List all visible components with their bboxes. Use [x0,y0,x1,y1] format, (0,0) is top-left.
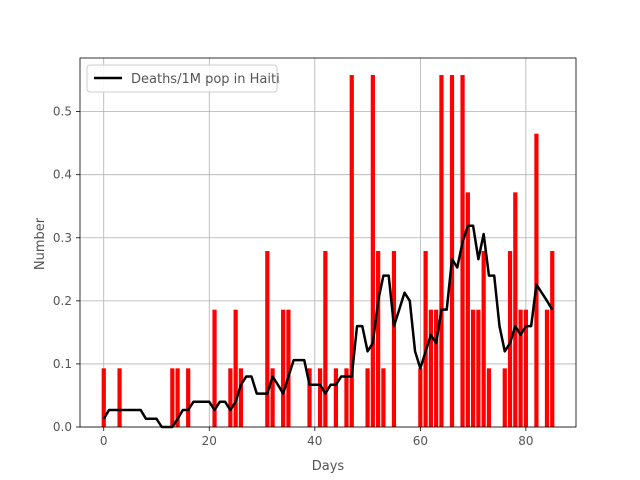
bar [365,368,370,427]
bar [117,368,122,427]
bar [270,368,275,427]
bar [381,368,386,427]
bar [175,368,180,427]
bar [370,75,375,428]
bar [502,368,507,427]
x-tick-label: 60 [413,434,428,448]
bar [307,368,312,427]
bar [449,75,455,428]
bar [476,309,481,427]
bar [544,309,550,427]
y-tick-label: 0.1 [53,357,72,371]
bar [434,309,439,427]
y-tick-label: 0.4 [53,168,72,182]
bar [228,368,233,427]
bar [238,368,244,427]
bar [470,309,476,427]
y-axis-label: Number [33,217,48,270]
legend-box [86,64,278,93]
axis-ticks: 0 20 40 60 80 0.0 0.1 0.2 0.3 0.4 0.5 [53,105,534,448]
bar [281,309,286,427]
bar [186,368,191,427]
x-tick-label: 80 [518,434,533,448]
bar [265,251,270,427]
bar [534,133,539,427]
bar [418,368,423,427]
bar [317,368,323,427]
bar [170,368,175,427]
plot-frame [79,57,577,428]
legend: Deaths/1M pop in Haiti [86,64,280,93]
plot-area-background [80,58,576,427]
deaths-per-million-line [102,224,554,429]
bar [286,309,291,427]
line-series [102,224,554,429]
grid-lines [80,58,576,428]
bar [101,368,106,427]
bar [391,251,397,427]
bar [323,251,328,427]
y-tick-label: 0.3 [53,231,72,245]
bar [513,192,518,427]
x-tick-label: 0 [100,434,108,448]
bar [428,309,434,427]
bar [376,251,381,427]
bar [481,251,486,427]
bar [423,251,428,427]
bar [333,368,339,427]
x-tick-label: 20 [202,434,217,448]
bar [460,75,465,428]
bar [486,368,492,427]
bar [212,309,217,427]
bar [349,75,354,428]
legend-label: Deaths/1M pop in Haiti [131,72,280,87]
bar [518,309,523,427]
bar [233,309,238,427]
y-tick-label: 0.0 [53,420,72,434]
bar [344,368,349,427]
bar [550,251,555,427]
y-tick-label: 0.5 [53,105,72,119]
bar [439,75,444,428]
x-tick-label: 40 [307,434,322,448]
bar [523,309,528,427]
x-axis-label: Days [312,459,345,474]
y-tick-label: 0.2 [53,294,72,308]
bar [465,192,470,427]
